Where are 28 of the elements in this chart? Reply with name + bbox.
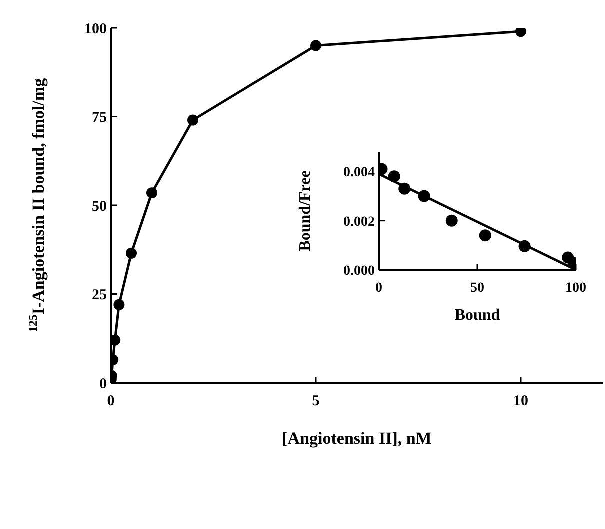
y-tick-label: 0.004	[344, 166, 375, 181]
y-axis-title: Bound/Free	[297, 170, 314, 252]
y-tick-label: 0	[100, 376, 107, 392]
x-tick-label: 10	[514, 394, 528, 410]
point	[114, 299, 125, 310]
y-tick-label: 100	[84, 21, 107, 38]
point	[146, 188, 158, 199]
x-tick-label: 5	[312, 394, 320, 410]
point	[446, 214, 458, 227]
point	[398, 182, 411, 195]
point	[111, 334, 121, 346]
y-tick-label: 75	[92, 110, 107, 126]
y-tick-label: 0.002	[344, 214, 375, 230]
point	[516, 28, 526, 38]
y-tick-label: 0.000	[344, 264, 375, 279]
point	[418, 190, 430, 202]
x-tick-label: 50	[470, 280, 484, 296]
y-tick-label: 25	[92, 288, 107, 304]
x-axis-title: [Angiotensin II], nM	[282, 429, 432, 448]
point	[479, 230, 492, 242]
y-tick-label: 50	[92, 198, 107, 215]
point	[518, 240, 531, 252]
x-tick-label: 100	[566, 280, 586, 296]
point	[126, 248, 137, 259]
point	[188, 114, 198, 126]
point	[388, 170, 400, 183]
x-axis-title: Bound	[454, 307, 500, 324]
point	[310, 40, 322, 52]
